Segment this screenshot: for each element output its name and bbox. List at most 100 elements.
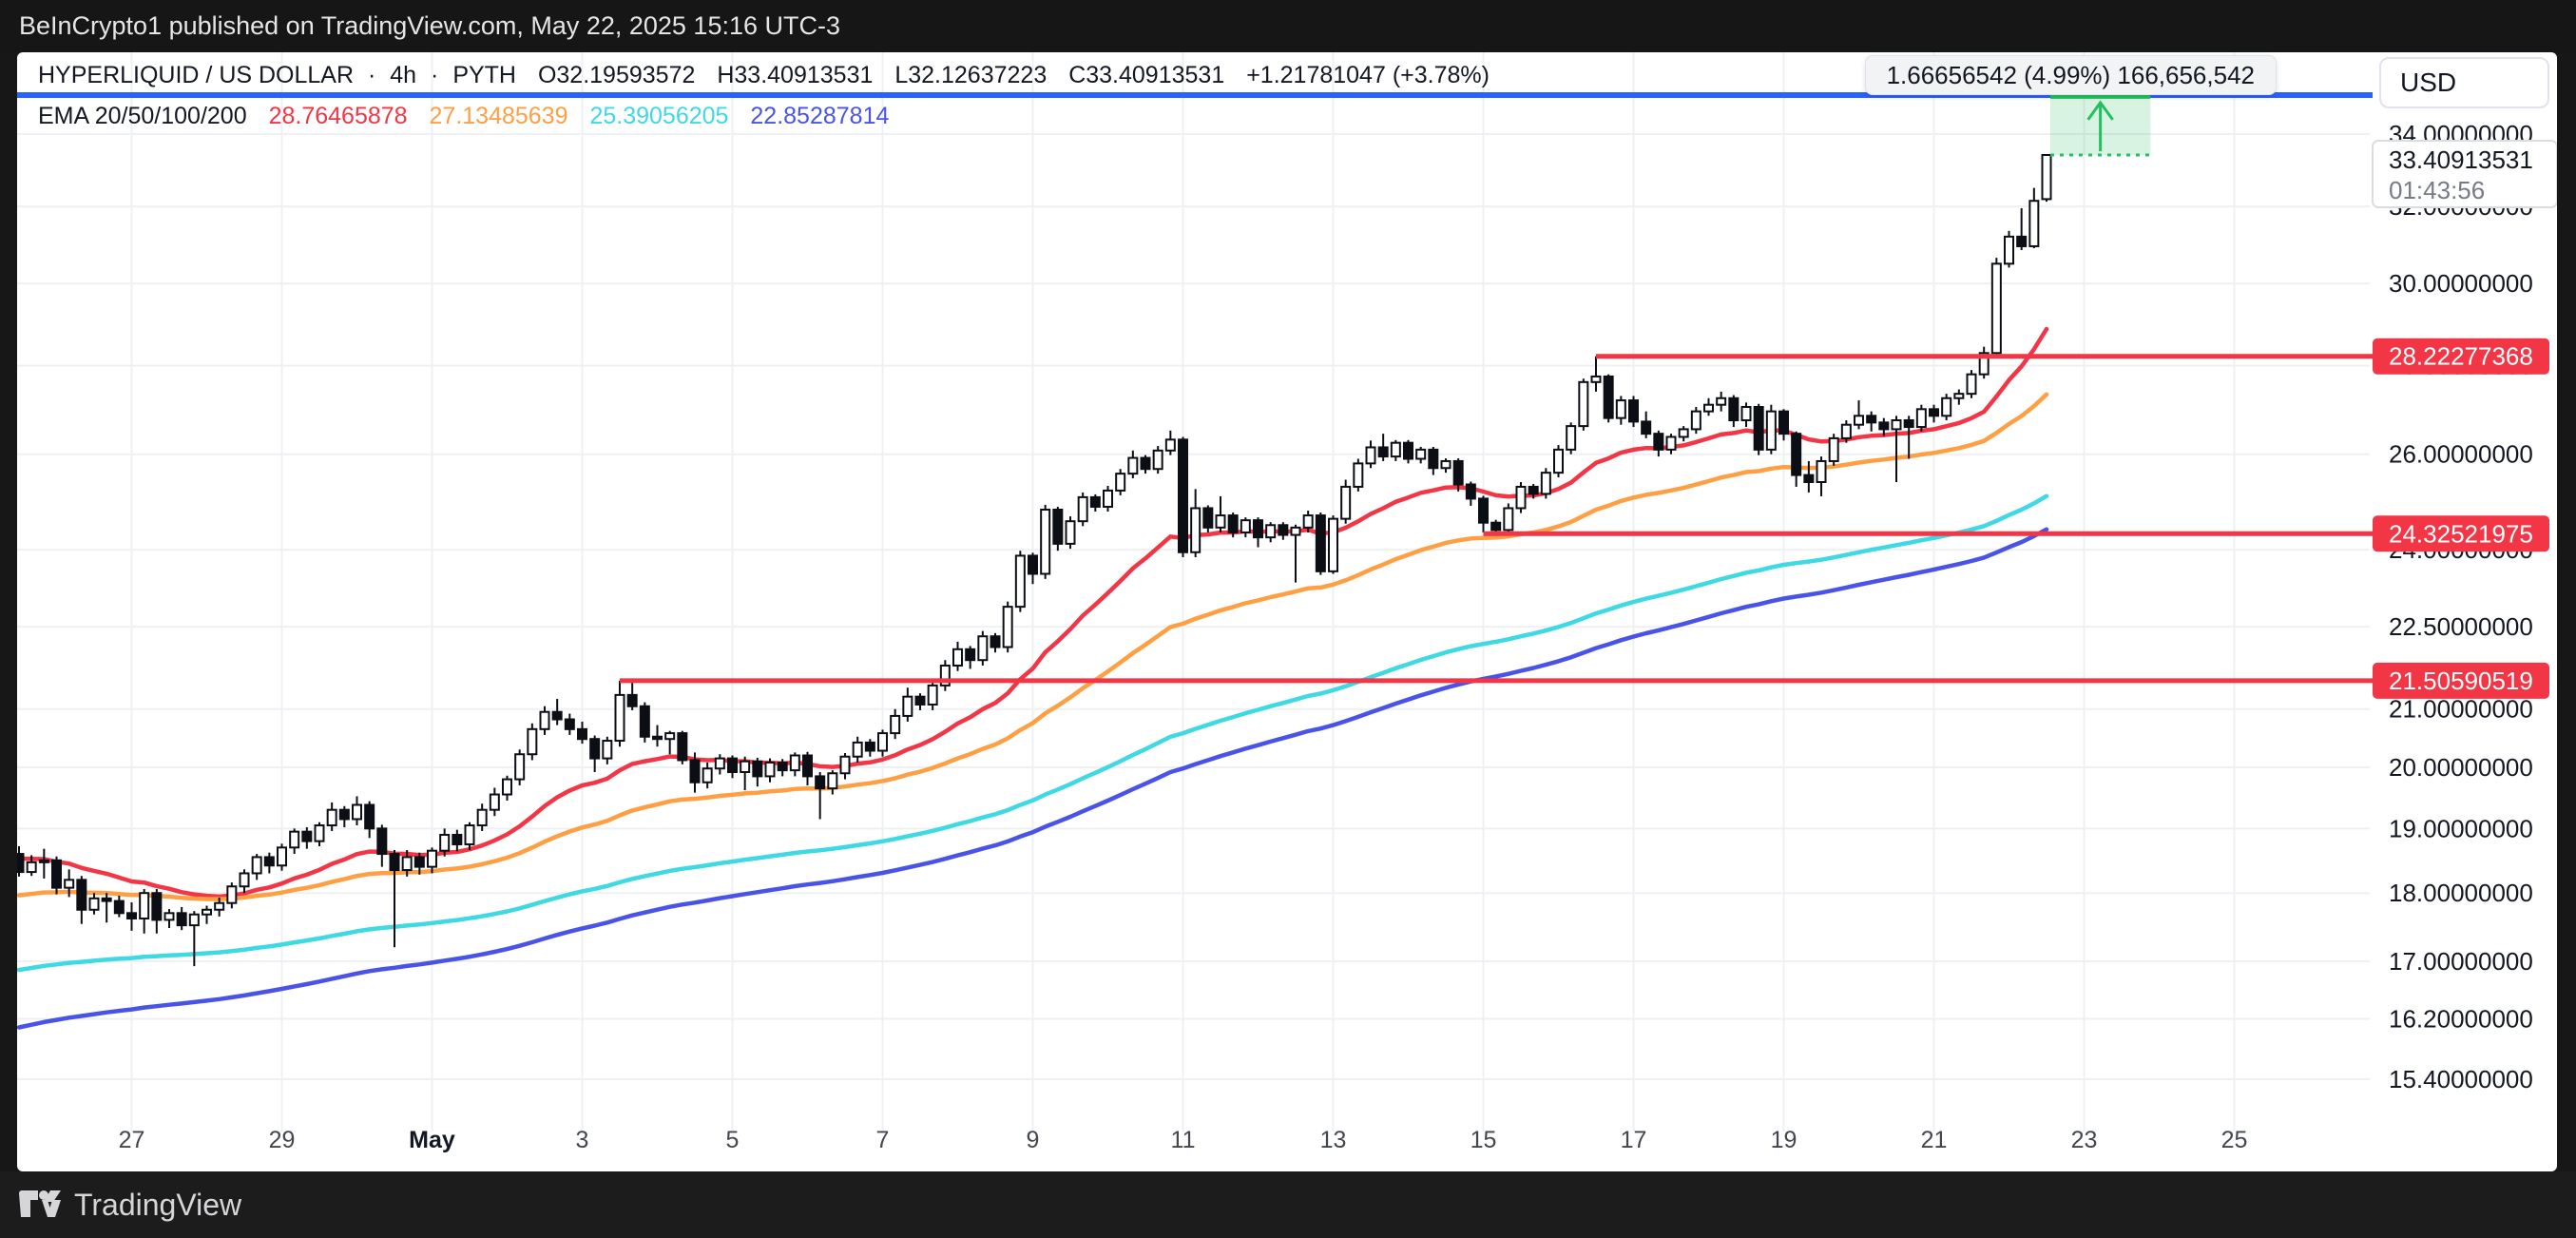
candle[interactable]: [239, 869, 250, 894]
candle[interactable]: [1240, 517, 1251, 538]
candle[interactable]: [1615, 396, 1626, 425]
candle[interactable]: [314, 822, 325, 846]
candle[interactable]: [1040, 504, 1051, 579]
candle[interactable]: [2016, 208, 2028, 251]
candle[interactable]: [1953, 389, 1965, 405]
candle[interactable]: [815, 772, 826, 820]
candle[interactable]: [139, 889, 150, 934]
candle[interactable]: [1891, 416, 1902, 482]
candle[interactable]: [1152, 446, 1163, 474]
candle[interactable]: [1866, 411, 1877, 432]
candle[interactable]: [263, 852, 275, 874]
candle[interactable]: [527, 723, 538, 761]
candle[interactable]: [1840, 419, 1852, 443]
candle[interactable]: [1377, 434, 1389, 461]
candle[interactable]: [502, 775, 513, 801]
candle[interactable]: [151, 889, 163, 934]
candle[interactable]: [352, 796, 363, 826]
candle[interactable]: [1028, 552, 1039, 585]
candle[interactable]: [464, 822, 475, 851]
candle[interactable]: [1164, 430, 1176, 455]
candle[interactable]: [1390, 439, 1401, 461]
candle[interactable]: [1628, 396, 1640, 428]
candle[interactable]: [914, 693, 926, 710]
candle[interactable]: [877, 729, 889, 757]
candle[interactable]: [1753, 403, 1764, 455]
candle[interactable]: [2028, 187, 2040, 248]
candle[interactable]: [1703, 397, 1715, 416]
candle[interactable]: [1765, 404, 1777, 455]
candle[interactable]: [1578, 378, 1589, 431]
candle[interactable]: [752, 757, 763, 787]
candle[interactable]: [1140, 455, 1151, 474]
candle[interactable]: [1315, 513, 1326, 575]
candle[interactable]: [1990, 258, 2002, 356]
candle[interactable]: [1854, 400, 1865, 430]
candle[interactable]: [289, 828, 300, 855]
candle[interactable]: [301, 827, 313, 849]
candle[interactable]: [51, 856, 63, 895]
candle[interactable]: [589, 735, 601, 773]
candle[interactable]: [1540, 468, 1551, 499]
candle[interactable]: [689, 752, 701, 793]
candle[interactable]: [1528, 483, 1539, 499]
candle[interactable]: [1089, 493, 1101, 513]
candle[interactable]: [927, 682, 938, 710]
candle[interactable]: [1265, 522, 1277, 543]
candle[interactable]: [1641, 411, 1652, 438]
candle[interactable]: [1215, 495, 1226, 532]
candle[interactable]: [1978, 346, 1990, 379]
candle[interactable]: [2041, 154, 2052, 203]
price-chart-canvas[interactable]: 34.0000000032.0000000030.0000000028.0000…: [17, 52, 2557, 1171]
candle[interactable]: [113, 895, 125, 918]
candle[interactable]: [214, 898, 225, 917]
candle[interactable]: [401, 850, 413, 877]
candle[interactable]: [1740, 402, 1752, 428]
candle[interactable]: [389, 850, 400, 948]
candle[interactable]: [1803, 460, 1815, 493]
candle[interactable]: [714, 754, 725, 775]
candle[interactable]: [1290, 524, 1301, 583]
candle[interactable]: [777, 759, 788, 777]
candle[interactable]: [1778, 409, 1790, 441]
candle[interactable]: [38, 848, 49, 879]
candle[interactable]: [1690, 406, 1701, 435]
candle[interactable]: [1365, 440, 1376, 469]
candle[interactable]: [965, 646, 976, 669]
candle[interactable]: [1065, 516, 1076, 550]
candle[interactable]: [1478, 495, 1490, 532]
candle[interactable]: [652, 725, 663, 747]
candle[interactable]: [1190, 489, 1201, 558]
candle[interactable]: [64, 869, 75, 898]
candle[interactable]: [1716, 391, 1727, 412]
candle[interactable]: [551, 699, 563, 725]
candle[interactable]: [1665, 434, 1677, 455]
candle[interactable]: [1415, 446, 1427, 464]
candle[interactable]: [439, 828, 451, 857]
candle[interactable]: [702, 762, 713, 789]
candle[interactable]: [1328, 515, 1339, 574]
candle[interactable]: [1428, 446, 1439, 475]
candle[interactable]: [1340, 479, 1352, 524]
candle[interactable]: [1929, 404, 1940, 423]
candle[interactable]: [1590, 356, 1602, 392]
candle[interactable]: [88, 893, 100, 915]
candle[interactable]: [1553, 445, 1565, 478]
candle[interactable]: [852, 736, 863, 763]
candle[interactable]: [1052, 506, 1064, 551]
candle[interactable]: [326, 802, 337, 831]
candle[interactable]: [101, 893, 112, 923]
candle[interactable]: [338, 805, 350, 828]
candle[interactable]: [1452, 458, 1464, 492]
candle[interactable]: [26, 855, 37, 877]
candle[interactable]: [1014, 551, 1026, 612]
candle[interactable]: [577, 721, 588, 745]
candle[interactable]: [1941, 394, 1952, 420]
candle[interactable]: [602, 736, 613, 764]
candle[interactable]: [902, 687, 913, 722]
candle[interactable]: [864, 739, 875, 757]
candle[interactable]: [539, 706, 550, 735]
candle[interactable]: [1278, 522, 1289, 540]
candle[interactable]: [1728, 395, 1740, 428]
candle[interactable]: [376, 824, 388, 867]
